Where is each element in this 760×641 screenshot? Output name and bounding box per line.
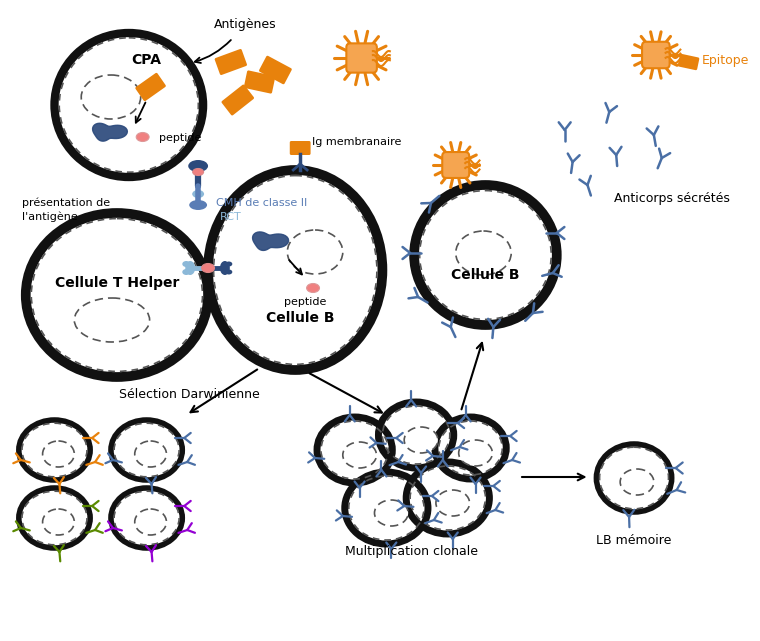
Ellipse shape (135, 441, 166, 467)
FancyBboxPatch shape (290, 141, 311, 155)
Ellipse shape (26, 213, 208, 377)
Polygon shape (93, 123, 128, 141)
Text: Sélection Darwinienne: Sélection Darwinienne (119, 388, 260, 401)
Ellipse shape (378, 402, 454, 468)
Text: Antigènes: Antigènes (214, 18, 277, 31)
Ellipse shape (111, 488, 182, 548)
Text: Cellule B: Cellule B (266, 311, 334, 325)
Ellipse shape (406, 462, 489, 534)
Ellipse shape (226, 262, 233, 267)
Ellipse shape (201, 263, 214, 272)
Text: CPA: CPA (131, 53, 162, 67)
Ellipse shape (55, 33, 203, 177)
Text: Anticorps sécrétés: Anticorps sécrétés (614, 192, 730, 205)
Ellipse shape (317, 417, 392, 483)
Ellipse shape (189, 200, 207, 210)
Text: peptide: peptide (284, 297, 326, 307)
Text: Multiplication clonale: Multiplication clonale (344, 545, 477, 558)
Ellipse shape (435, 417, 506, 479)
FancyBboxPatch shape (221, 85, 254, 115)
Ellipse shape (287, 230, 343, 274)
Text: Ig membranaire: Ig membranaire (312, 137, 401, 147)
Ellipse shape (193, 169, 204, 176)
Ellipse shape (375, 500, 408, 526)
Ellipse shape (182, 269, 190, 275)
Ellipse shape (182, 261, 190, 267)
Text: Cellule B: Cellule B (451, 268, 520, 282)
Ellipse shape (459, 440, 492, 466)
Text: peptide: peptide (159, 133, 201, 143)
Ellipse shape (19, 420, 90, 480)
Ellipse shape (188, 160, 208, 172)
Ellipse shape (226, 269, 233, 274)
Ellipse shape (111, 420, 182, 480)
Text: CMH de classe II: CMH de classe II (216, 198, 307, 208)
FancyBboxPatch shape (135, 73, 166, 101)
Ellipse shape (597, 444, 672, 512)
Text: présentation de
l'antigène: présentation de l'antigène (22, 198, 110, 222)
Ellipse shape (135, 509, 166, 535)
FancyBboxPatch shape (347, 44, 377, 72)
Polygon shape (252, 232, 289, 251)
FancyBboxPatch shape (214, 49, 247, 75)
Ellipse shape (192, 190, 204, 198)
Text: LB mémoire: LB mémoire (597, 534, 672, 547)
Ellipse shape (208, 170, 382, 370)
Ellipse shape (436, 490, 470, 516)
Text: Cellule T Helper: Cellule T Helper (55, 276, 179, 290)
FancyBboxPatch shape (678, 54, 699, 70)
Ellipse shape (185, 261, 195, 275)
FancyBboxPatch shape (442, 152, 469, 178)
Ellipse shape (414, 185, 557, 325)
FancyBboxPatch shape (259, 56, 292, 85)
Ellipse shape (74, 298, 150, 342)
Ellipse shape (456, 231, 511, 275)
Text: Epitope: Epitope (701, 53, 749, 67)
FancyBboxPatch shape (244, 71, 275, 94)
Ellipse shape (43, 441, 74, 467)
Ellipse shape (19, 488, 90, 548)
Ellipse shape (220, 261, 230, 275)
Text: RCT: RCT (220, 212, 242, 222)
FancyBboxPatch shape (642, 42, 670, 68)
Ellipse shape (620, 469, 654, 495)
Ellipse shape (136, 133, 149, 142)
Ellipse shape (404, 427, 438, 453)
Ellipse shape (343, 442, 376, 468)
Ellipse shape (81, 75, 141, 119)
Ellipse shape (43, 509, 74, 535)
Ellipse shape (306, 283, 319, 292)
Ellipse shape (345, 472, 428, 544)
